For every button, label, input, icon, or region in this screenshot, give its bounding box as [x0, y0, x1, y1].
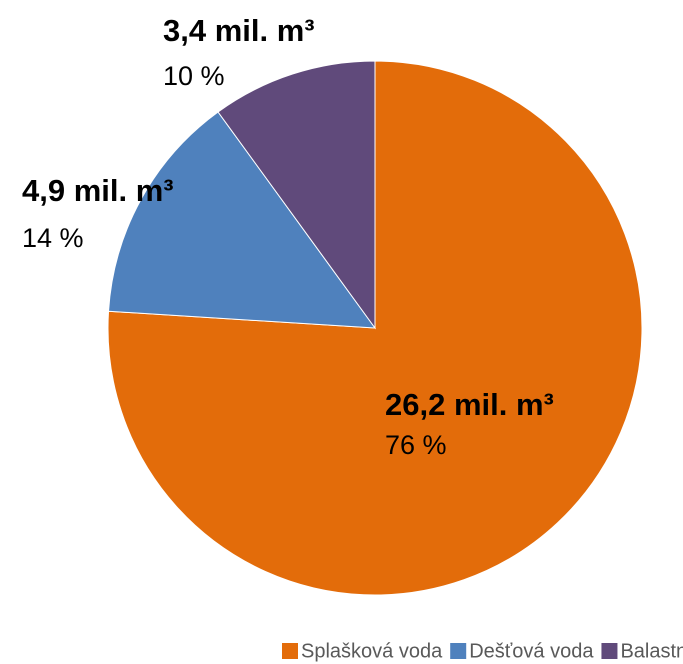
legend-label: Balastní vody: [620, 640, 683, 662]
volume-label: 3,4 mil. m³: [163, 13, 315, 48]
legend-swatch: [601, 643, 618, 659]
legend-swatch: [282, 643, 298, 659]
pie-slice: [107, 111, 377, 329]
data-label: 14 %: [22, 223, 84, 253]
volume-label: 26,2 mil. m³: [385, 387, 554, 422]
volume-label: 4,9 mil. m³: [22, 173, 174, 208]
data-label: 76 %: [385, 430, 447, 460]
legend-label: Dešťová voda: [469, 640, 594, 662]
pie-slice: [217, 60, 376, 330]
legend-swatch: [450, 643, 467, 659]
data-label: 10 %: [163, 61, 225, 91]
legend-label: Splašková voda: [301, 640, 443, 662]
